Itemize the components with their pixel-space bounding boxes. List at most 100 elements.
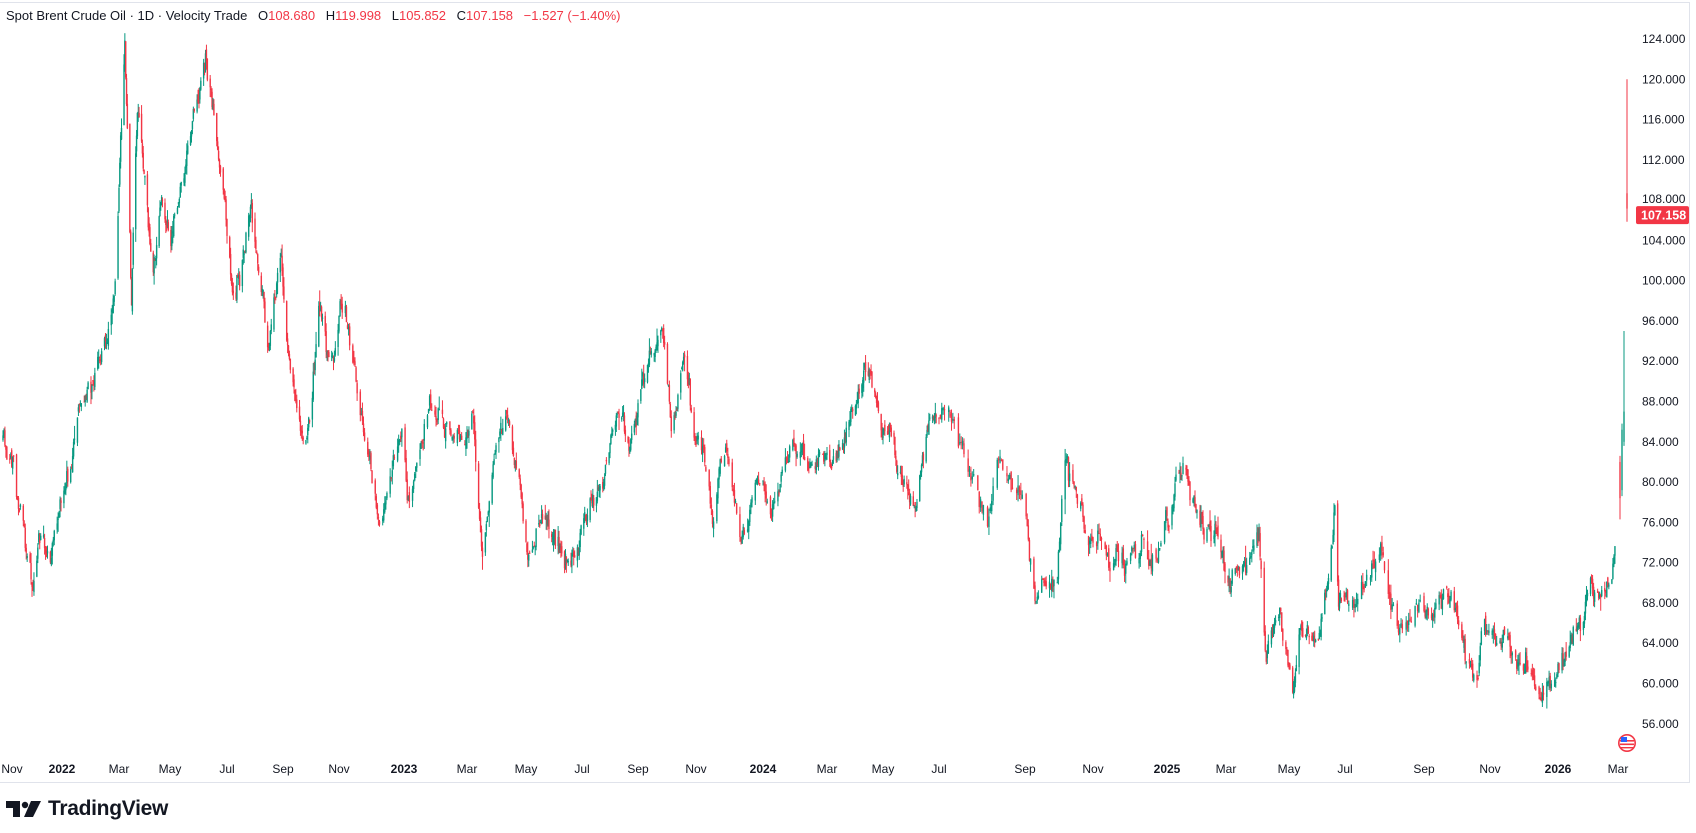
candle [165,220,168,232]
candle [811,460,813,467]
candle [1510,645,1512,664]
candle-body [852,408,854,412]
candle [734,498,737,504]
candle [1099,528,1101,542]
candle-body [223,189,225,199]
candle-body [757,479,760,484]
candle-body [934,412,937,419]
tradingview-logo[interactable]: TradingView [6,797,168,821]
candle [486,516,489,523]
candle-body [389,476,391,494]
candle [67,466,69,487]
candle-body [60,500,62,503]
candle-body [1066,455,1069,460]
candle [544,504,546,520]
candle [527,541,529,568]
candle [257,264,260,276]
candle [308,419,311,424]
candle [749,504,751,526]
candle-body [71,456,74,473]
candle [701,437,704,463]
candle [106,338,109,345]
candle-body [1577,625,1580,628]
candle-body [140,113,143,142]
candles-layer [2,33,1628,709]
candle-body [159,207,161,217]
candle [565,556,568,573]
candle [331,352,334,359]
candle-body [950,413,953,422]
price-tick-label: 88.000 [1642,395,1679,409]
candle [1260,558,1262,578]
price-chart[interactable]: 124.000120.000116.000112.000108.000104.0… [0,0,1690,785]
candle-body [780,474,782,482]
candle-body [130,278,133,306]
candle [883,428,885,435]
candle-body [988,516,990,528]
candle-body [153,257,155,274]
candle-body [481,547,484,557]
candle-body [1438,595,1440,605]
candle-body [1553,679,1556,687]
candle [192,106,195,122]
candle-body [832,456,835,460]
candle-body [307,427,309,436]
candle [319,301,322,312]
candle-body [1495,642,1498,646]
candle [1331,545,1333,549]
candle-body [1442,589,1445,600]
interval[interactable]: 1D [137,8,155,23]
candle [153,254,155,285]
candle-body [576,547,579,561]
candle-body [196,99,198,112]
candle-body [1072,469,1074,482]
candle [50,547,53,567]
candle-body [206,58,209,80]
candle [1272,624,1275,638]
candle-body [724,447,727,453]
candle-body [829,450,831,462]
candle [709,481,711,509]
candle [243,251,245,264]
candle [437,407,439,425]
candle-body [33,580,35,593]
candle-body [1396,603,1398,626]
candle-body [165,219,167,226]
candle-body [598,487,600,492]
candle-body [64,488,66,494]
candle [1029,558,1032,572]
candle [1194,490,1196,508]
candle [1133,541,1135,552]
candle-body [611,433,613,438]
candle [615,412,618,433]
candle-body [231,282,234,293]
candle [1302,621,1304,638]
candle [72,438,75,460]
candle [960,436,962,450]
candle-body [1562,653,1564,666]
candle [43,533,46,555]
candle-body [347,326,350,330]
candle [1210,520,1212,547]
candle [1507,628,1509,641]
candle-body [1426,606,1428,612]
candle [285,300,288,342]
candle [154,258,156,261]
price-axis[interactable]: 124.000120.000116.000112.000108.000104.0… [1642,32,1686,731]
candle-body [1133,545,1135,549]
candle-body [444,428,447,442]
candle [1561,647,1563,674]
candle [267,342,270,351]
candle-body [1441,597,1444,610]
candle-body [1140,534,1143,552]
candle-body [1346,590,1349,603]
candle [793,429,795,447]
time-axis[interactable]: Nov 2022 Mar May Jul Sep Nov 2023 Mar May Jul Sep No… [1,762,1628,776]
candle [1041,575,1043,593]
us-flag-icon[interactable] [1618,734,1636,752]
candle-body [1116,544,1118,552]
candle [649,346,652,355]
candle [1160,540,1162,547]
symbol-name[interactable]: Spot Brent Crude Oil [6,8,126,23]
candle [662,328,664,339]
